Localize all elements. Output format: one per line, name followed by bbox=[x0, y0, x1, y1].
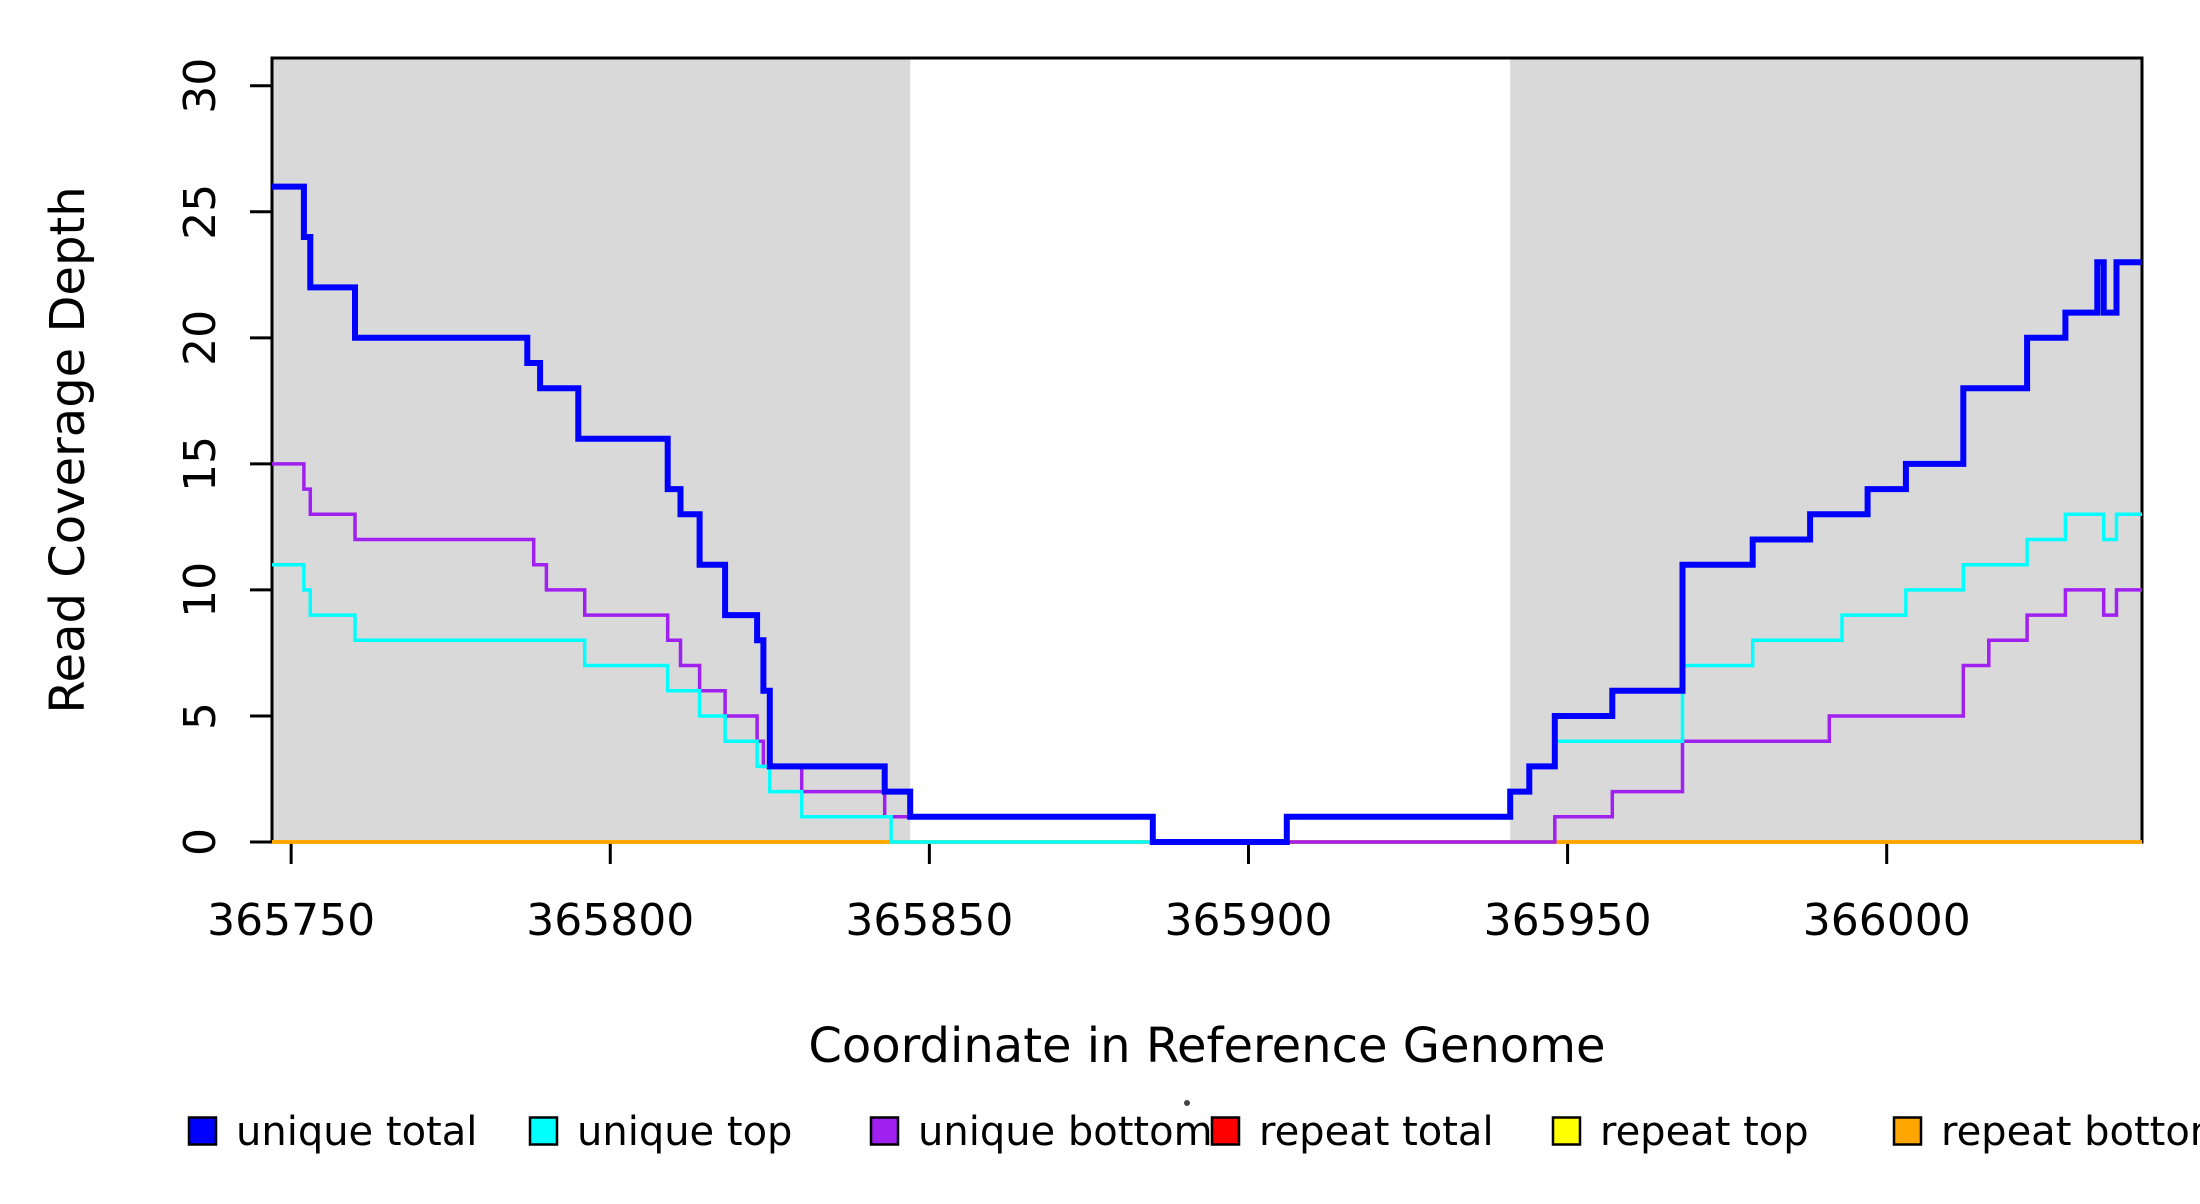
y-tick-label: 10 bbox=[175, 562, 226, 618]
y-tick-label: 25 bbox=[175, 184, 226, 240]
legend-swatch-unique-top bbox=[528, 1116, 559, 1146]
legend-label-repeat-total: repeat total bbox=[1259, 1109, 1494, 1155]
x-tick-label: 365750 bbox=[207, 895, 375, 946]
shaded-region-0 bbox=[272, 58, 911, 842]
legend-label-unique-total: unique total bbox=[236, 1109, 477, 1155]
legend-label-unique-top: unique top bbox=[577, 1109, 792, 1155]
legend-label-unique-bottom: unique bottom bbox=[918, 1109, 1213, 1155]
legend-label-repeat-top: repeat top bbox=[1600, 1109, 1809, 1155]
legend-swatch-unique-total bbox=[187, 1116, 218, 1146]
x-axis-title: Coordinate in Reference Genome bbox=[808, 1018, 1605, 1074]
x-tick-label: 365950 bbox=[1484, 895, 1652, 946]
legend-swatch-unique-bottom bbox=[869, 1116, 900, 1146]
legend-label-repeat-bottom: repeat bottom bbox=[1941, 1109, 2200, 1155]
y-axis-title: Read Coverage Depth bbox=[40, 186, 96, 713]
x-tick-label: 365900 bbox=[1165, 895, 1333, 946]
legend-swatch-repeat-total bbox=[1210, 1116, 1241, 1146]
shaded-region-1 bbox=[1510, 58, 2142, 842]
x-tick-label: 365850 bbox=[845, 895, 1013, 946]
legend-swatch-repeat-top bbox=[1551, 1116, 1582, 1146]
y-tick-label: 20 bbox=[175, 310, 226, 366]
y-tick-label: 30 bbox=[175, 58, 226, 114]
y-tick-label: 15 bbox=[175, 436, 226, 492]
x-tick-label: 365800 bbox=[526, 895, 694, 946]
series-line-unique-total bbox=[272, 183, 2142, 845]
y-tick-label: 5 bbox=[175, 702, 226, 730]
stray-dot bbox=[1184, 1100, 1190, 1106]
legend-swatch-repeat-bottom bbox=[1892, 1116, 1923, 1146]
series-line-unique-bottom bbox=[272, 462, 2142, 844]
x-tick-label: 366000 bbox=[1803, 895, 1971, 946]
y-tick-label: 0 bbox=[175, 828, 226, 856]
